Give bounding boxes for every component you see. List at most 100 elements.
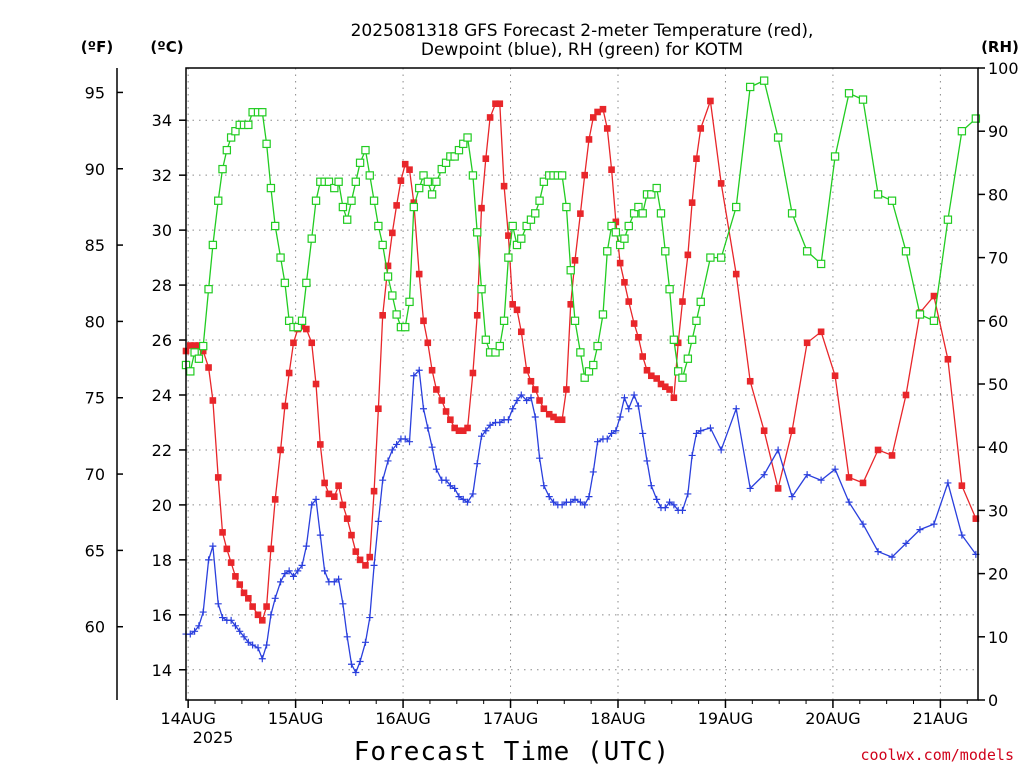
dewpoint-point [612, 427, 620, 435]
temperature-point [670, 394, 678, 402]
temperature-point [317, 441, 324, 448]
temperature-point [958, 482, 966, 489]
temperature-point [227, 559, 235, 566]
temperature-point [679, 298, 686, 305]
fahrenheit-unit-label: (ºF) [81, 38, 113, 56]
temperature-point [209, 397, 217, 404]
rh-unit-label: (RH) [981, 38, 1019, 56]
dewpoint-point [343, 633, 351, 641]
plot-frame [185, 67, 979, 701]
fahrenheit-tick-label: 60 [85, 618, 105, 637]
rh-point [971, 114, 981, 123]
temperature-point [285, 369, 293, 377]
dewpoint-point [432, 465, 440, 473]
temperature-point [717, 180, 725, 187]
rh-point [324, 177, 334, 186]
celsius-tick-label: 18 [152, 551, 172, 570]
dewpoint-point [451, 484, 459, 492]
temperature-point [205, 364, 212, 371]
dewpoint-point [585, 493, 593, 501]
rh-point [696, 297, 705, 307]
dewpoint-point [817, 476, 825, 484]
temperature-point [688, 199, 696, 206]
dewpoint-point [191, 627, 199, 635]
dewpoint-point [406, 438, 414, 446]
dewpoint-point [316, 531, 324, 539]
temperature-point [263, 603, 270, 610]
rh-point [687, 335, 697, 344]
dewpoint-point [428, 443, 436, 451]
rh-point [361, 145, 370, 155]
rh-point [957, 126, 967, 136]
dewpoint-point [410, 372, 418, 380]
temperature-point [219, 529, 226, 536]
rh-point [598, 310, 608, 319]
time-tick-label: 17AUG [483, 709, 538, 728]
temperature-point [379, 312, 386, 319]
dewpoint-point [478, 432, 486, 440]
rh-point [194, 354, 204, 363]
rh-point [477, 285, 486, 294]
temperature-point [410, 199, 418, 206]
dewpoint-point [219, 614, 227, 622]
dewpoint-point [361, 638, 369, 646]
dewpoint-point [469, 490, 477, 498]
temperature-point [648, 372, 655, 380]
rh-point [491, 348, 500, 357]
temperature-point [339, 501, 347, 509]
temperature-point [375, 405, 382, 413]
rh-point [347, 196, 356, 205]
rh-point [629, 209, 639, 218]
dewpoint-point [321, 567, 329, 575]
temperature-point [469, 369, 477, 377]
dewpoint-point [199, 608, 207, 616]
rh-point [634, 202, 643, 212]
rh-point [624, 221, 633, 231]
temperature-point [308, 339, 316, 347]
dewpoint-point [653, 495, 661, 503]
temperature-point [944, 355, 952, 363]
grid-lines [186, 68, 978, 700]
rh-point [535, 196, 544, 205]
time-tick-label: 20AUG [805, 709, 860, 728]
temperature-point [459, 427, 467, 435]
dewpoint-point [401, 435, 409, 443]
dewpoint-point [446, 482, 454, 490]
celsius-tick-label: 34 [152, 111, 172, 130]
temperature-point [492, 100, 499, 108]
dewpoint-point [513, 396, 521, 404]
temperature-point [621, 279, 628, 286]
temperature-point [191, 342, 198, 349]
rh-point [517, 234, 526, 243]
dewpoint-point [916, 526, 924, 534]
rh-point [661, 247, 670, 256]
rh-point [745, 82, 755, 92]
dewpoint-point [643, 457, 651, 465]
rh-point [526, 215, 536, 224]
dewpoint-point [231, 622, 239, 630]
rh-point [365, 171, 374, 180]
temperature-point [312, 380, 320, 388]
rh-point [570, 316, 580, 326]
dewpoint-point [666, 498, 674, 506]
temperature-point [581, 171, 588, 179]
dewpoint-point [209, 542, 217, 550]
rh-point [409, 202, 419, 212]
rh-point [414, 183, 424, 193]
temperature-point [303, 325, 310, 333]
rh-point [284, 316, 294, 326]
rh-point [504, 253, 513, 262]
temperature-point [874, 446, 882, 454]
chart-title-line2: Dewpoint (blue), RH (green) for KOTM [421, 40, 743, 60]
dewpoint-point [523, 396, 531, 404]
temperature-point [348, 531, 355, 539]
fahrenheit-tick-label: 95 [85, 83, 105, 102]
temperature-point [258, 617, 266, 624]
temperature-point [527, 377, 535, 385]
rh-point [218, 164, 227, 174]
rh-point [208, 240, 218, 250]
rh-point [378, 240, 387, 250]
dewpoint-point [831, 465, 839, 473]
dewpoint-point [285, 567, 293, 575]
